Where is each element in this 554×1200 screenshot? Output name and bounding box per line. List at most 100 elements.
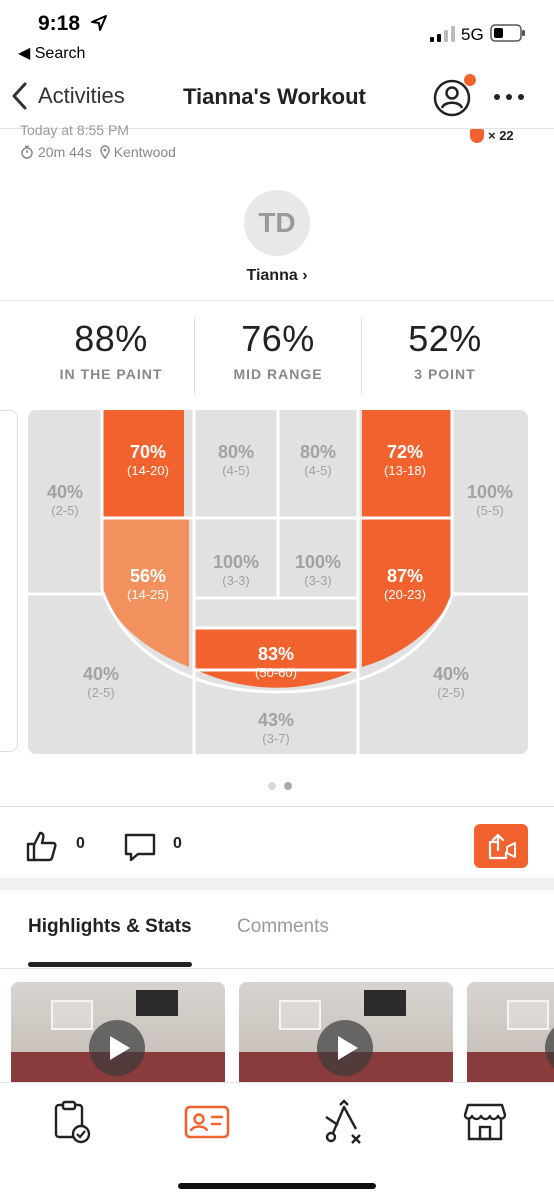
shot-chart[interactable]: 40% (2-5) 70% (14-20) 80% (4-5) 80% (4-5… xyxy=(28,410,528,754)
zone-made: (50-60) xyxy=(255,665,297,680)
video-thumbnail[interactable] xyxy=(467,982,554,1082)
tabs-divider xyxy=(0,968,554,969)
stat-label: 3 POINT xyxy=(414,366,476,382)
status-time: 9:18 xyxy=(38,12,81,35)
zone-made: (2-5) xyxy=(51,503,79,518)
hoop-graphic xyxy=(507,1000,549,1030)
stopwatch-icon xyxy=(21,145,33,159)
stat-label: IN THE PAINT xyxy=(59,366,163,382)
tab-highlights-stats[interactable]: Highlights & Stats xyxy=(28,916,192,937)
location-arrow-icon xyxy=(91,15,107,31)
bottom-navigation xyxy=(0,1082,554,1200)
shooting-summary: 88% IN THE PAINT 76% MID RANGE 52% 3 POI… xyxy=(28,318,528,394)
zone-left-block[interactable]: 70% (14-20) xyxy=(102,442,194,479)
zone-left-short-baseline[interactable]: 80% (4-5) xyxy=(194,442,278,479)
back-to-search-link[interactable]: ◀ Search xyxy=(18,45,86,62)
zone-pct: 100% xyxy=(466,482,514,502)
home-indicator[interactable] xyxy=(178,1183,376,1189)
zone-right-paint[interactable]: 100% (3-3) xyxy=(278,552,358,589)
store-icon[interactable] xyxy=(462,1099,508,1145)
zone-left-paint[interactable]: 100% (3-3) xyxy=(194,552,278,589)
battery-icon xyxy=(490,24,525,42)
previous-card-edge[interactable] xyxy=(0,410,18,752)
zone-right-elbow-fill xyxy=(362,518,452,667)
back-button-label: Activities xyxy=(38,83,125,108)
zone-pct: 40% xyxy=(46,482,84,502)
play-icon[interactable] xyxy=(545,1020,554,1076)
zone-right-corner-three[interactable]: 100% (5-5) xyxy=(452,482,528,519)
badge-count: × 22 xyxy=(488,128,514,143)
avatar[interactable]: TD xyxy=(244,190,310,256)
zone-top-of-key[interactable]: 83% (50-60) xyxy=(194,644,358,681)
stat-value: 76% xyxy=(241,318,315,359)
page-title: Tianna's Workout xyxy=(183,84,366,109)
detail-tabs: Highlights & Stats Comments xyxy=(0,910,554,970)
share-button[interactable] xyxy=(474,824,528,868)
play-diagram-icon[interactable] xyxy=(322,1099,368,1145)
zone-made: (5-5) xyxy=(476,503,504,518)
zone-pct: 40% xyxy=(432,664,470,684)
zone-made: (13-18) xyxy=(384,463,426,478)
zone-made: (3-3) xyxy=(304,573,332,588)
zone-right-wing-three[interactable]: 40% (2-5) xyxy=(408,664,494,701)
social-divider xyxy=(0,806,554,807)
back-button[interactable]: Activities xyxy=(10,80,125,112)
zone-top-three[interactable]: 43% (3-7) xyxy=(194,710,358,747)
workout-location: Kentwood xyxy=(113,144,176,160)
zone-left-corner-three[interactable]: 40% (2-5) xyxy=(28,482,102,519)
stat-label: MID RANGE xyxy=(233,366,323,382)
zone-right-short-baseline[interactable]: 80% (4-5) xyxy=(278,442,358,479)
achievement-badge: × 22 xyxy=(470,128,514,143)
zone-pct: 70% xyxy=(129,442,167,462)
nav-divider xyxy=(0,128,554,129)
zone-made: (14-20) xyxy=(127,463,169,478)
clipboard-check-icon[interactable] xyxy=(50,1099,96,1145)
zone-right-block[interactable]: 72% (13-18) xyxy=(358,442,452,479)
zone-pct: 100% xyxy=(212,552,260,572)
stat-mid-range: 76% MID RANGE xyxy=(194,318,361,394)
zone-pct: 80% xyxy=(299,442,337,462)
tab-comments[interactable]: Comments xyxy=(237,916,329,937)
zone-made: (4-5) xyxy=(222,463,250,478)
profile-icon xyxy=(433,79,471,117)
zone-pct: 72% xyxy=(386,442,424,462)
user-name-link[interactable]: Tianna › xyxy=(246,267,308,284)
highlight-videos xyxy=(0,982,554,1082)
stat-value: 52% xyxy=(408,318,482,359)
play-icon[interactable] xyxy=(317,1020,373,1076)
zone-right-elbow[interactable]: 87% (20-23) xyxy=(358,566,452,603)
stat-paint: 88% IN THE PAINT xyxy=(28,318,194,394)
section-divider xyxy=(0,300,554,301)
zone-made: (2-5) xyxy=(87,685,115,700)
stat-three-point: 52% 3 POINT xyxy=(361,318,528,394)
badge-shield-icon xyxy=(470,128,484,143)
court-diagram xyxy=(28,410,528,754)
zone-top-key-fill xyxy=(194,628,358,688)
more-icon[interactable] xyxy=(492,82,526,112)
share-icon xyxy=(488,833,516,860)
location-pin-icon xyxy=(99,145,110,159)
zone-left-wing-three[interactable]: 40% (2-5) xyxy=(58,664,144,701)
zone-pct: 87% xyxy=(386,566,424,586)
zone-made: (20-23) xyxy=(384,587,426,602)
scoreboard-graphic xyxy=(136,990,178,1016)
video-thumbnail[interactable] xyxy=(239,982,453,1082)
comment-icon[interactable] xyxy=(122,828,158,864)
id-card-icon[interactable] xyxy=(184,1099,230,1145)
zone-right-block-fill xyxy=(362,410,452,518)
section-separator xyxy=(0,878,554,890)
zone-pct: 40% xyxy=(82,664,120,684)
video-thumbnail[interactable] xyxy=(11,982,225,1082)
like-count: 0 xyxy=(76,835,85,852)
page-indicator[interactable] xyxy=(268,782,292,790)
chevron-left-icon xyxy=(12,82,27,110)
workout-duration: 20m 44s xyxy=(38,144,92,160)
play-icon[interactable] xyxy=(89,1020,145,1076)
comment-count: 0 xyxy=(173,835,182,852)
status-bar: 9:18 ◀ Search 5G xyxy=(0,0,554,70)
zone-pct: 80% xyxy=(217,442,255,462)
thumbs-up-icon[interactable] xyxy=(24,828,60,864)
workout-details: 20m 44s Kentwood xyxy=(20,144,176,160)
profile-button[interactable] xyxy=(432,74,476,118)
zone-left-elbow[interactable]: 56% (14-25) xyxy=(102,566,194,603)
